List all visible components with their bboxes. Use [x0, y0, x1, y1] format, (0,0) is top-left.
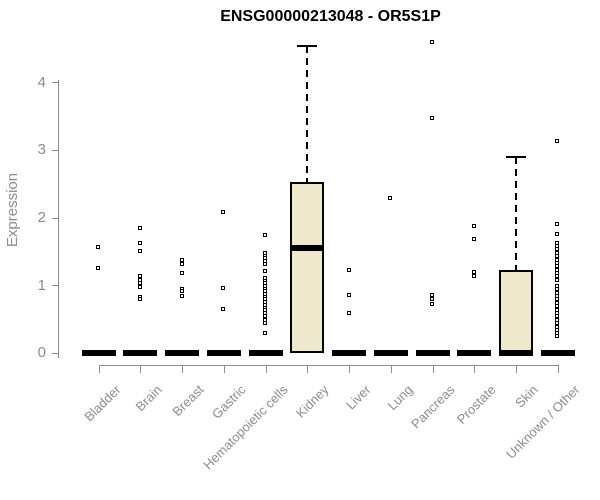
data-point: [555, 221, 560, 226]
data-point: [137, 249, 142, 254]
data-point: [555, 231, 560, 236]
data-point: [137, 240, 142, 245]
median-line: [165, 349, 199, 356]
data-point: [471, 269, 476, 274]
whisker-line: [306, 46, 309, 182]
data-point: [430, 301, 434, 306]
x-tick: [557, 365, 559, 373]
data-point: [137, 284, 142, 289]
whisker-line: [515, 156, 517, 270]
y-tick: [52, 149, 58, 151]
y-tick: [52, 285, 58, 287]
data-point: [263, 330, 267, 335]
data-point: [263, 321, 267, 326]
data-point: [471, 236, 476, 241]
data-point: [555, 138, 560, 143]
box: [499, 269, 533, 353]
data-point: [430, 115, 434, 120]
chart-title: ENSG00000213048 - OR5S1P: [220, 8, 441, 25]
whisker-cap: [297, 45, 318, 48]
data-point: [137, 226, 142, 231]
data-point: [179, 271, 184, 276]
x-tick: [98, 365, 100, 373]
y-tick: [52, 217, 58, 219]
data-point: [555, 333, 560, 338]
data-point: [263, 269, 267, 274]
median-line: [206, 349, 241, 356]
median-line: [457, 349, 492, 356]
data-point: [179, 289, 184, 294]
data-point: [96, 245, 100, 250]
x-tick: [516, 365, 517, 373]
y-tick-label: 0: [37, 344, 46, 362]
box: [290, 181, 325, 353]
data-point: [263, 261, 267, 266]
x-tick: [182, 365, 183, 373]
y-tick-label: 4: [37, 73, 46, 91]
data-point: [346, 293, 351, 298]
data-point: [430, 297, 434, 302]
x-tick: [390, 365, 392, 373]
x-tick: [349, 365, 350, 373]
data-point: [179, 257, 184, 262]
median-line: [540, 349, 575, 356]
data-point: [430, 39, 434, 44]
median-line: [81, 349, 116, 356]
y-tick: [52, 82, 58, 84]
y-tick-label: 3: [37, 141, 46, 159]
data-point: [471, 223, 476, 228]
data-point: [137, 296, 142, 301]
x-tick: [432, 365, 434, 373]
data-point: [346, 310, 351, 315]
median-line: [248, 349, 283, 356]
y-tick-label: 2: [37, 209, 46, 226]
median-line: [332, 349, 366, 356]
median-line: [373, 349, 408, 356]
x-tick: [474, 365, 476, 373]
median-line: [123, 349, 158, 356]
data-point: [96, 266, 100, 271]
data-point: [471, 273, 476, 278]
x-axis-line: [98, 365, 559, 366]
y-tick-label: 1: [37, 276, 46, 294]
median-line: [290, 244, 325, 251]
y-axis-line: [58, 80, 59, 358]
x-tick: [223, 365, 225, 373]
y-tick: [52, 352, 58, 354]
median-line: [415, 349, 450, 356]
data-point: [263, 233, 267, 238]
data-point: [221, 210, 226, 215]
data-point: [179, 294, 184, 299]
whisker-cap: [506, 155, 526, 158]
x-tick: [140, 365, 142, 373]
data-point: [346, 268, 351, 273]
median-line: [499, 349, 533, 356]
x-tick: [307, 365, 309, 373]
data-point: [430, 293, 434, 298]
data-point: [221, 306, 226, 311]
data-point: [388, 196, 393, 201]
data-point: [555, 277, 560, 282]
data-point: [179, 262, 184, 267]
data-point: [221, 285, 226, 290]
x-tick: [265, 365, 267, 373]
